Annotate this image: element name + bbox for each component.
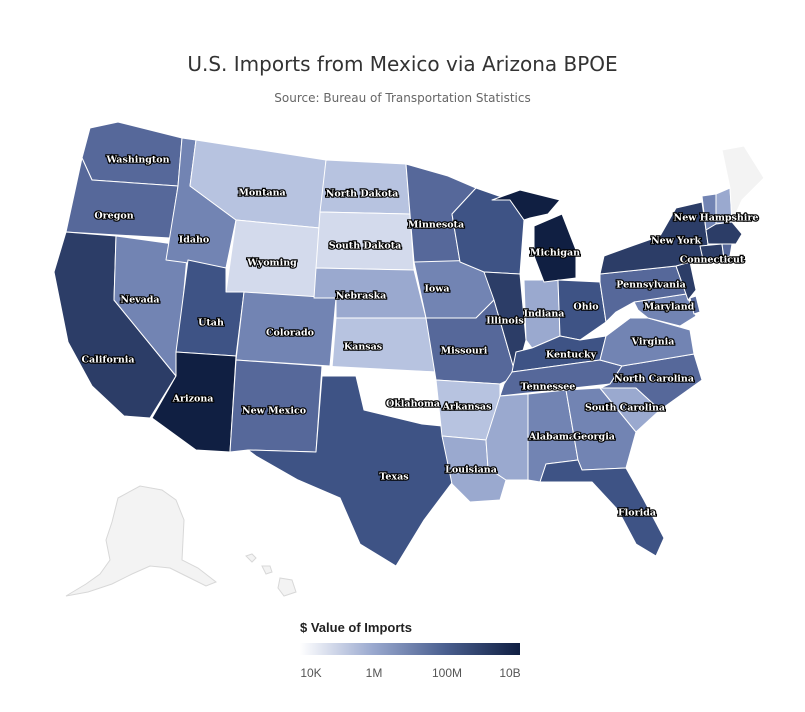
label-virginia: Virginia [631, 337, 675, 348]
label-arizona: Arizona [172, 394, 214, 405]
state-michigan[interactable] [491, 189, 577, 283]
label-colorado: Colorado [266, 328, 314, 339]
label-georgia: Georgia [573, 432, 615, 443]
label-florida: Florida [618, 508, 656, 519]
state-delaware[interactable] [689, 295, 701, 315]
label-connecticut: Connecticut [680, 255, 745, 266]
label-nevada: Nevada [120, 295, 159, 306]
legend-tick-mark [373, 655, 374, 660]
label-louisiana: Louisiana [445, 465, 497, 476]
label-indiana: Indiana [524, 309, 565, 320]
label-south-carolina: South Carolina [585, 403, 665, 414]
state-alaska[interactable] [65, 485, 217, 597]
legend-color-scale [300, 643, 520, 655]
map-title: U.S. Imports from Mexico via Arizona BPO… [187, 52, 618, 76]
label-nebraska: Nebraska [336, 291, 387, 302]
label-missouri: Missouri [441, 346, 488, 357]
label-arkansas: Arkansas [442, 402, 492, 413]
label-kansas: Kansas [344, 342, 382, 353]
state-massachusetts[interactable] [705, 221, 743, 245]
state-florida[interactable] [539, 459, 665, 557]
state-hawaii[interactable] [245, 553, 297, 597]
label-maryland: Maryland [644, 302, 695, 313]
map-subtitle: Source: Bureau of Transportation Statist… [274, 91, 531, 105]
label-iowa: Iowa [424, 284, 449, 295]
label-kentucky: Kentucky [546, 350, 597, 361]
legend-tick-mark [446, 655, 447, 660]
state-rhode-island[interactable] [721, 243, 733, 259]
label-oregon: Oregon [94, 211, 133, 222]
label-wyoming: Wyoming [246, 258, 297, 269]
label-washington: Washington [105, 155, 169, 166]
label-new-hampshire: New Hampshire [674, 213, 759, 224]
label-north-dakota: North Dakota [326, 189, 398, 200]
state-ohio[interactable] [557, 279, 607, 341]
label-michigan: Michigan [530, 248, 580, 259]
label-california: California [81, 355, 134, 366]
label-alabama: Alabama [528, 432, 575, 443]
label-minnesota: Minnesota [408, 220, 464, 231]
legend-tick-label: 1M [365, 666, 383, 680]
legend-title: $ Value of Imports [300, 620, 412, 635]
label-south-dakota: South Dakota [329, 241, 402, 252]
state-new-york[interactable] [599, 201, 709, 275]
label-montana: Montana [238, 188, 285, 199]
legend-tick-label: 100M [431, 666, 463, 680]
legend-tick-label: 10K [300, 666, 322, 680]
label-utah: Utah [198, 318, 224, 329]
label-ohio: Ohio [573, 302, 598, 313]
state-connecticut[interactable] [699, 243, 725, 265]
label-new-york: New York [651, 236, 702, 247]
label-tennessee: Tennessee [521, 382, 576, 393]
label-new-mexico: New Mexico [242, 406, 306, 417]
state-texas[interactable] [247, 375, 455, 567]
state-north-dakota[interactable] [319, 159, 411, 215]
state-wisconsin[interactable] [451, 187, 525, 275]
label-illinois: Illinois [486, 316, 523, 327]
label-pennsylvania: Pennsylvania [616, 280, 686, 291]
label-north-carolina: North Carolina [614, 374, 694, 385]
label-oklahoma: Oklahoma [386, 399, 440, 410]
legend-tick-label: 10B [499, 666, 521, 680]
label-idaho: Idaho [179, 235, 210, 246]
label-texas: Texas [379, 472, 408, 483]
